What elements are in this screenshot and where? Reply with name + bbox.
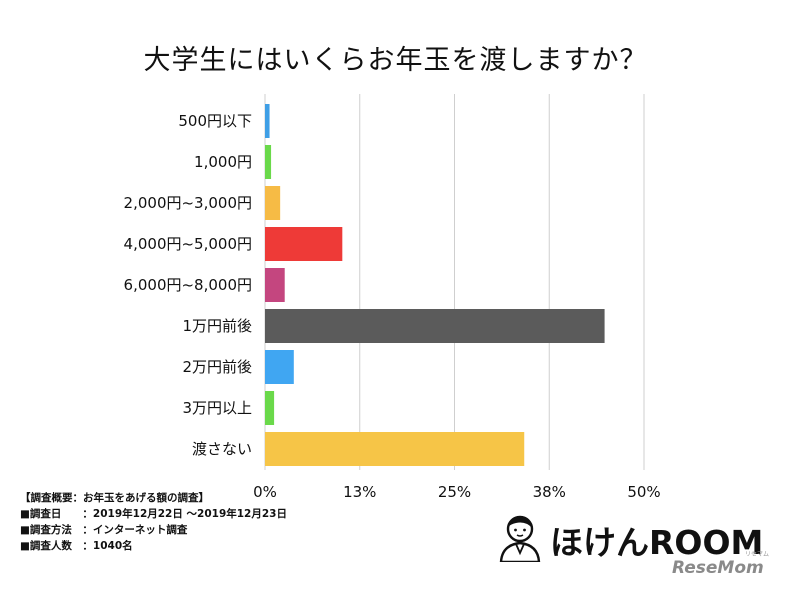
resemom-watermark: ReseMom xyxy=(672,558,764,578)
bar xyxy=(265,350,294,384)
category-label: 2万円前後 xyxy=(182,358,252,376)
bar xyxy=(265,268,285,302)
category-label: 6,000円~8,000円 xyxy=(124,276,252,294)
x-tick-label: 0% xyxy=(253,483,277,501)
category-label: 3万円以上 xyxy=(182,399,252,417)
brand-logo: ほけんROOM xyxy=(498,512,778,562)
category-label: 1,000円 xyxy=(194,153,252,171)
category-label: 4,000円~5,000円 xyxy=(124,235,252,253)
bars xyxy=(265,104,605,466)
bar xyxy=(265,104,270,138)
brand-name: ほけんROOM xyxy=(550,523,764,562)
category-label: 500円以下 xyxy=(178,112,252,130)
category-label: 2,000円~3,000円 xyxy=(124,194,252,212)
bar xyxy=(265,309,605,343)
survey-note-date: ■調査日 ：2019年12月22日 〜2019年12月23日 xyxy=(20,508,287,520)
grid-lines xyxy=(264,94,645,470)
x-tick-label: 25% xyxy=(438,483,471,501)
bar xyxy=(265,227,343,261)
survey-notes: 【調査概要：お年玉をあげる額の調査】 ■調査日 ：2019年12月22日 〜20… xyxy=(20,490,287,554)
x-tick-label: 50% xyxy=(627,483,660,501)
bar xyxy=(265,186,281,220)
survey-note-method: ■調査方法 ：インターネット調査 xyxy=(20,524,188,536)
x-tick-label: 13% xyxy=(343,483,376,501)
x-tick-label: 38% xyxy=(533,483,566,501)
x-tick-labels: 0% 13% 25% 38% 50% xyxy=(253,483,661,501)
chart-title: 大学生にはいくらお年玉を渡しますか？ xyxy=(143,45,648,76)
bar xyxy=(265,432,525,466)
survey-note-heading: 【調査概要：お年玉をあげる額の調査】 xyxy=(20,492,209,504)
bar xyxy=(265,391,275,425)
bar xyxy=(265,145,272,179)
person-avatar-icon xyxy=(499,515,541,562)
category-label: 1万円前後 xyxy=(182,317,252,335)
survey-note-count: ■調査人数 ：1040名 xyxy=(20,540,133,552)
category-label: 渡さない xyxy=(192,440,252,458)
category-labels: 500円以下 1,000円 2,000円~3,000円 4,000円~5,000円 6,… xyxy=(124,112,252,458)
resemom-watermark-kana: リセマム xyxy=(745,551,770,558)
